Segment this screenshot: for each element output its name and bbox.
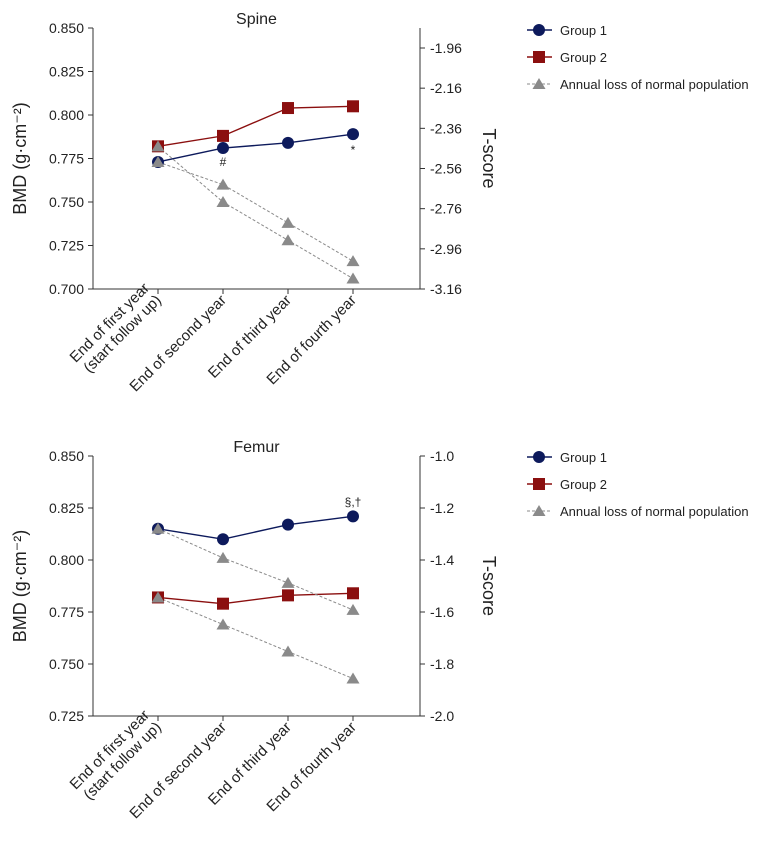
y2-tick-label: -3.16 [430,281,462,297]
point-group-2 [282,589,294,602]
chart-title: Femur [233,439,280,456]
y-axis-label: BMD (g·cm⁻²) [10,102,30,214]
y2-tick-label: -2.96 [430,241,462,257]
legend-label: Annual loss of normal population [560,77,749,92]
series-line [157,133,354,163]
point-annual-loss-of-normal-population [281,234,295,246]
point-group-2 [347,587,359,600]
series-line [157,592,354,605]
point-group-1 [217,142,229,155]
y2-tick-label: -1.96 [430,40,462,56]
legend-label: Annual loss of normal population [560,504,749,519]
point-annual-loss-of-normal-population [281,216,295,228]
y-tick-label: 0.725 [49,238,84,254]
point-annual-loss-of-normal-population [151,140,165,152]
legend-marker [533,51,545,63]
y-tick-label: 0.825 [49,64,84,80]
legend-marker [533,478,545,490]
series-line [157,105,354,148]
point-annual-loss-of-normal-population [281,645,295,657]
point-group-2 [282,102,294,115]
y-tick-label: 0.850 [49,20,84,36]
point-annual-loss-of-normal-population [281,576,295,588]
y-tick-label: 0.825 [49,500,84,516]
point-annual-loss-of-normal-population [151,522,165,534]
legend: Group 1 Group 2 Annual loss of normal popu… [527,23,749,92]
y2-tick-label: -2.0 [430,708,454,724]
legend-marker [532,505,546,516]
legend-label: Group 1 [560,450,607,465]
point-annual-loss-of-normal-population [216,196,230,207]
point-annual-loss-of-normal-population [216,178,230,190]
legend-label: Group 2 [560,477,607,492]
chart-title: Spine [236,11,277,28]
y2-tick-label: -1.6 [430,604,454,620]
point-annual-loss-of-normal-population [346,603,360,615]
y2-tick-label: -1.4 [430,552,454,568]
point-group-1 [347,510,359,523]
chart-spine: Spine 0.700 0.725 0.750 0.775 0.800 0.825 0.850… [10,11,749,395]
legend-label: Group 1 [560,23,607,38]
point-annual-loss-of-normal-population [216,551,230,563]
y-tick-label: 0.750 [49,194,84,210]
y2-axis-label: T-score [479,128,499,188]
point-group-2 [347,100,359,113]
y-tick-label: 0.700 [49,281,84,297]
point-annual-loss-of-normal-population [346,272,360,284]
y-axis-label: BMD (g·cm⁻²) [10,530,30,642]
chart-femur: Femur 0.725 0.750 0.775 0.800 0.825 0.850 -2.0 -… [10,439,749,822]
point-group-1 [217,533,229,546]
legend-marker [533,24,545,36]
legend-marker [533,451,545,463]
point-annual-loss-of-normal-population [216,618,230,630]
point-group-1 [282,136,294,149]
annotation: # [220,155,227,169]
point-group-1 [347,128,359,141]
y-tick-label: 0.750 [49,656,84,672]
y2-tick-label: -1.2 [430,500,454,516]
point-group-2 [217,129,229,142]
y-tick-label: 0.800 [49,552,84,568]
point-annual-loss-of-normal-population [346,672,360,684]
series-line [157,161,354,262]
y-tick-label: 0.725 [49,708,84,724]
point-annual-loss-of-normal-population [151,591,165,603]
y-tick-label: 0.775 [49,604,84,620]
point-group-2 [217,597,229,610]
y2-tick-label: -1.0 [430,448,454,464]
series-line [157,515,354,540]
y2-tick-label: -2.56 [430,161,462,177]
legend: Group 1 Group 2 Annual loss of normal popu… [527,450,749,519]
legend-marker [532,78,546,89]
annotation: * [351,143,356,157]
y2-tick-label: -2.36 [430,120,462,136]
y2-tick-label: -2.76 [430,201,462,217]
point-group-1 [282,518,294,531]
point-annual-loss-of-normal-population [346,255,360,267]
point-annual-loss-of-normal-population [151,155,165,167]
legend-label: Group 2 [560,50,607,65]
series-line [157,528,354,611]
y-tick-label: 0.775 [49,151,84,167]
y2-tick-label: -2.16 [430,80,462,96]
y2-tick-label: -1.8 [430,656,454,672]
y-tick-label: 0.850 [49,448,84,464]
series-line [157,596,354,680]
y-tick-label: 0.800 [49,107,84,123]
series-line [157,145,354,279]
annotation: §,† [345,495,362,509]
y2-axis-label: T-score [479,556,499,616]
